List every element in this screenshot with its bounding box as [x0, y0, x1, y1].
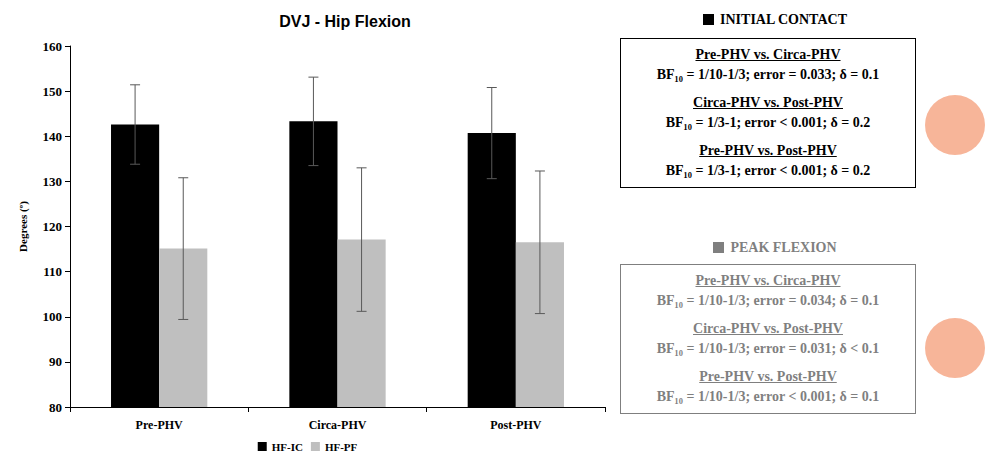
html-text:Pre-PHV vs. Post-PHV: Pre-PHV vs. Post-PHV	[699, 143, 837, 158]
html-text:BF₁₀ = 1/10-1/3; error < 0.001: BF₁₀ = 1/10-1/3; error < 0.001; δ = 0.1	[656, 389, 880, 404]
html-text:PEAK FLEXION: PEAK FLEXION	[730, 240, 837, 255]
html-text:BF₁₀ = 1/3-1; error < 0.001; δ: BF₁₀ = 1/3-1; error < 0.001; δ = 0.2	[665, 115, 871, 130]
svg-text:DVJ - Hip Flexion: DVJ - Hip Flexion	[279, 13, 411, 30]
html-text:INITIAL CONTACT: INITIAL CONTACT	[720, 12, 847, 27]
svg-text:80: 80	[49, 400, 62, 415]
svg-text:120: 120	[43, 219, 63, 234]
svg-text:90: 90	[49, 354, 62, 369]
html-text:Circa-PHV vs. Post-PHV: Circa-PHV vs. Post-PHV	[693, 95, 843, 110]
html-text:BF₁₀ = 1/10-1/3; error = 0.034: BF₁₀ = 1/10-1/3; error = 0.034; δ = 0.1	[656, 293, 880, 308]
svg-text:HF-IC: HF-IC	[272, 441, 303, 453]
svg-text:130: 130	[43, 174, 63, 189]
html-text:Pre-PHV vs. Post-PHV: Pre-PHV vs. Post-PHV	[699, 369, 837, 384]
svg-text:HF-PF: HF-PF	[325, 441, 358, 453]
svg-text:100: 100	[43, 309, 63, 324]
html-text:BF₁₀ = 1/10-1/3; error = 0.033: BF₁₀ = 1/10-1/3; error = 0.033; δ = 0.1	[656, 67, 880, 82]
html-text:Pre-PHV vs. Circa-PHV: Pre-PHV vs. Circa-PHV	[695, 273, 841, 288]
svg-text:110: 110	[43, 264, 62, 279]
svg-text:Circa-PHV: Circa-PHV	[309, 418, 367, 432]
svg-text:150: 150	[43, 84, 63, 99]
html-text:BF₁₀ = 1/3-1; error < 0.001; δ: BF₁₀ = 1/3-1; error < 0.001; δ = 0.2	[665, 163, 871, 178]
svg-text:Pre-PHV: Pre-PHV	[136, 418, 183, 432]
svg-text:160: 160	[43, 39, 63, 54]
html-text:Circa-PHV vs. Post-PHV: Circa-PHV vs. Post-PHV	[693, 321, 843, 336]
svg-text:Degrees (º): Degrees (º)	[17, 201, 30, 252]
svg-text:140: 140	[43, 129, 63, 144]
svg-text:Post-PHV: Post-PHV	[490, 418, 542, 432]
html-text:BF₁₀ = 1/10-1/3; error = 0.031: BF₁₀ = 1/10-1/3; error = 0.031; δ < 0.1	[656, 341, 880, 356]
html-text:Pre-PHV vs. Circa-PHV: Pre-PHV vs. Circa-PHV	[695, 47, 841, 62]
